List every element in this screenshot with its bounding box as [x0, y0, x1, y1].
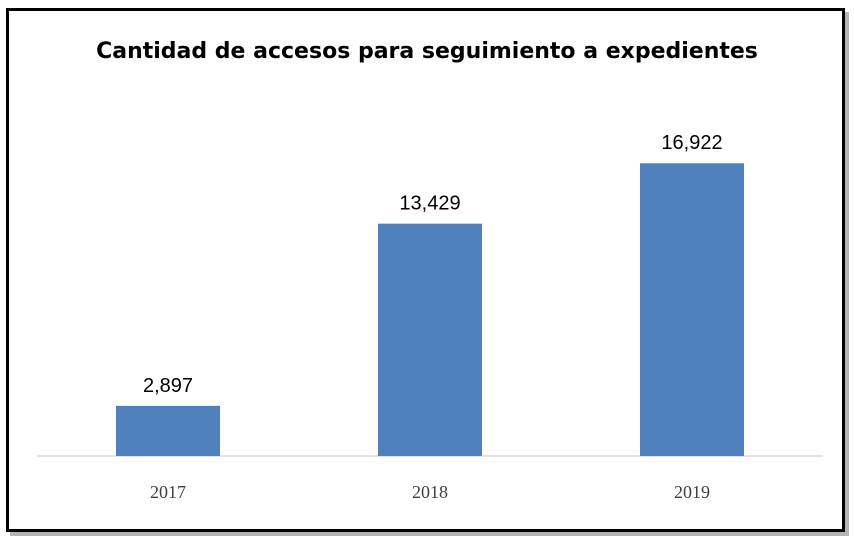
bar-2019	[640, 163, 744, 457]
data-label-2019: 16,922	[661, 132, 722, 154]
data-label-2017: 2,897	[143, 375, 193, 397]
x-tick-label-2018: 2018	[412, 482, 448, 502]
bar-2018	[378, 223, 482, 456]
bar-2017	[116, 405, 220, 456]
chart-title: Cantidad de accesos para seguimiento a e…	[96, 39, 758, 64]
data-label-2018: 13,429	[399, 193, 460, 215]
plot-area: 2,897 2017 13,429 2018 16,922 2019	[37, 132, 823, 502]
x-tick-label-2017: 2017	[150, 482, 186, 502]
x-tick-label-2019: 2019	[674, 482, 710, 502]
